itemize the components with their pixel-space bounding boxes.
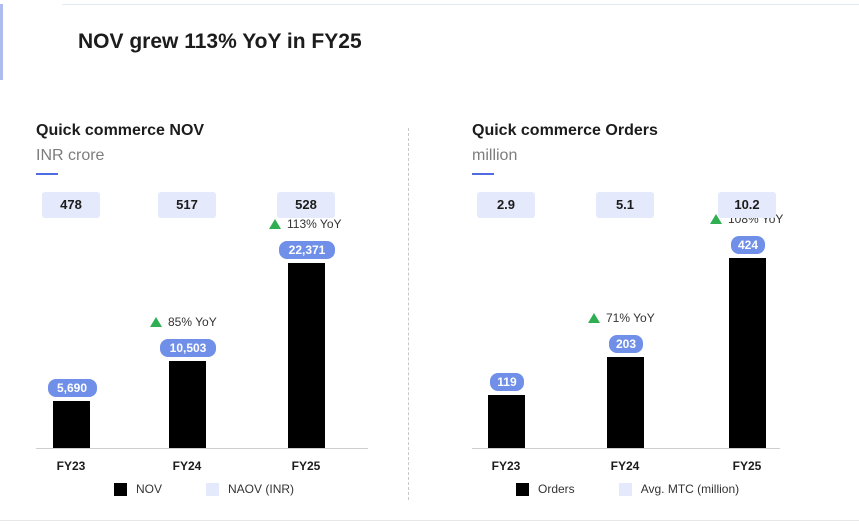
yoy-growth-fy24: 85% YoY bbox=[150, 315, 217, 329]
chart-title: Quick commerce NOV bbox=[36, 122, 205, 139]
x-tick-fy24: FY24 bbox=[172, 459, 202, 473]
value-label-fy24: 10,503 bbox=[158, 338, 218, 359]
legend-swatch-naov bbox=[206, 482, 220, 496]
value-label-fy25: 424 bbox=[729, 235, 767, 255]
aux-value-fy24: 517 bbox=[158, 192, 216, 218]
legend-swatch-nov bbox=[114, 482, 127, 496]
bottom-rule bbox=[0, 520, 859, 521]
up-triangle-icon bbox=[269, 219, 281, 229]
legend-swatch-mtc bbox=[618, 482, 632, 496]
legend-label-nov: NOV bbox=[136, 482, 163, 496]
chart-title: Quick commerce Orders bbox=[472, 122, 658, 139]
chart-legend: Orders Avg. MTC (million) bbox=[516, 482, 739, 496]
up-triangle-icon bbox=[150, 317, 162, 328]
bar-fy24 bbox=[168, 361, 206, 448]
bar-fy25 bbox=[728, 258, 766, 448]
value-label-fy23: 5,690 bbox=[46, 377, 98, 398]
value-label-fy23: 119 bbox=[488, 371, 526, 392]
legend-label-orders: Orders bbox=[538, 482, 575, 496]
bar-fy23 bbox=[52, 400, 90, 448]
x-tick-fy23: FY23 bbox=[491, 459, 521, 473]
x-tick-fy25: FY25 bbox=[291, 459, 321, 473]
panel-divider bbox=[408, 128, 409, 500]
bar-fy24 bbox=[606, 357, 644, 448]
yoy-label: 71% YoY bbox=[606, 311, 655, 326]
aux-value-fy25: 528 bbox=[277, 192, 335, 218]
value-label-fy25: 22,371 bbox=[277, 240, 337, 260]
chart-unit: million bbox=[472, 147, 518, 164]
x-axis bbox=[472, 448, 780, 449]
title-underline bbox=[472, 173, 494, 175]
legend-label-mtc: Avg. MTC (million) bbox=[640, 482, 740, 496]
page-title: NOV grew 113% YoY in FY25 bbox=[78, 30, 362, 53]
x-tick-fy25: FY25 bbox=[732, 459, 762, 473]
up-triangle-icon bbox=[710, 214, 722, 224]
aux-value-fy23: 478 bbox=[42, 192, 100, 218]
aux-value-fy25: 10.2 bbox=[718, 192, 776, 218]
yoy-label: 113% YoY bbox=[287, 217, 342, 231]
bar-fy25 bbox=[287, 263, 325, 448]
x-tick-fy24: FY24 bbox=[610, 459, 640, 473]
up-triangle-icon bbox=[588, 313, 600, 324]
x-axis bbox=[36, 448, 368, 449]
x-tick-fy23: FY23 bbox=[56, 459, 86, 473]
title-underline bbox=[36, 173, 58, 175]
bar-fy23 bbox=[487, 394, 525, 448]
nov-chart-panel: Quick commerce NOV INR crore NOV NAOV (I… bbox=[0, 0, 408, 524]
yoy-growth-fy25: 113% YoY bbox=[269, 217, 342, 231]
chart-legend: NOV NAOV (INR) bbox=[114, 482, 294, 496]
value-label-fy24: 203 bbox=[607, 334, 645, 355]
yoy-growth-fy24: 71% YoY bbox=[588, 311, 655, 325]
aux-value-fy23: 2.9 bbox=[477, 192, 535, 218]
top-rule bbox=[62, 4, 859, 5]
legend-swatch-orders bbox=[516, 482, 529, 496]
chart-unit: INR crore bbox=[36, 147, 105, 164]
accent-bar bbox=[0, 4, 3, 80]
yoy-label: 85% YoY bbox=[168, 315, 217, 330]
aux-value-fy24: 5.1 bbox=[596, 192, 654, 218]
legend-label-naov: NAOV (INR) bbox=[228, 482, 295, 496]
orders-chart-panel: Quick commerce Orders million Orders Avg… bbox=[409, 0, 859, 524]
